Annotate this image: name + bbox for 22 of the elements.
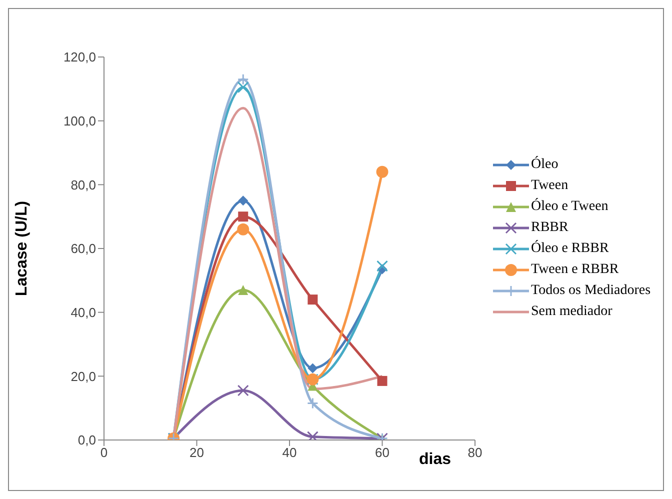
y-tick-label: 80,0 <box>70 177 96 192</box>
y-tick-label: 40,0 <box>70 304 96 320</box>
legend-label: Tween e RBBR <box>531 262 619 278</box>
x-tick-label: 60 <box>375 445 390 460</box>
y-tick-label: 60,0 <box>70 241 96 256</box>
legend-label: Sem mediador <box>531 304 612 320</box>
legend-label: Óleo <box>531 156 558 172</box>
legend-label: Óleo e RBBR <box>531 240 609 256</box>
y-tick-label: 0,0 <box>78 432 96 448</box>
x-axis-title: dias <box>419 451 452 469</box>
x-tick-label: 40 <box>282 445 297 460</box>
legend-label: Tween <box>531 178 568 194</box>
y-tick-label: 100,0 <box>63 113 96 128</box>
y-axis-title: Lacase (U/L) <box>14 200 31 296</box>
y-tick-label: 120,0 <box>63 50 96 65</box>
x-tick-label: 0 <box>100 445 108 460</box>
x-tick-label: 80 <box>468 445 482 460</box>
x-tick-label: 20 <box>190 445 204 460</box>
legend-label: RBBR <box>531 220 568 236</box>
legend-label: Óleo e Tween <box>531 198 608 214</box>
legend-label: Todos os Mediadores <box>531 282 651 298</box>
y-tick-label: 20,0 <box>70 368 96 384</box>
